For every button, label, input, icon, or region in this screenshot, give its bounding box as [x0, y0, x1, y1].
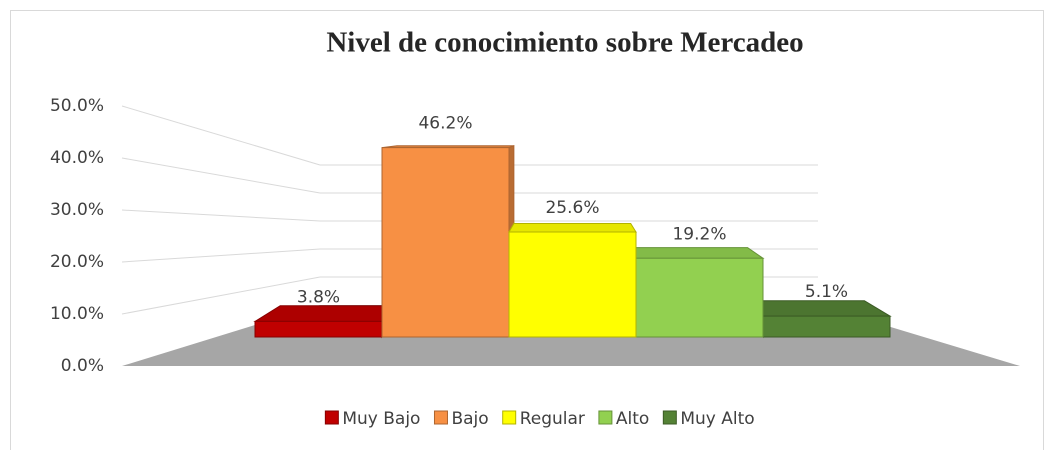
bar [381, 145, 515, 338]
chart-title: Nivel de conocimiento sobre Mercadeo [326, 27, 803, 59]
bar-face [629, 247, 765, 259]
bar [629, 247, 765, 338]
bar-face [635, 257, 764, 338]
bar-face [746, 300, 892, 317]
grid-line [121, 276, 321, 315]
y-tick-label: 40.0% [50, 148, 104, 168]
data-label: 5.1% [805, 282, 848, 302]
y-tick-label: 0.0% [61, 356, 104, 376]
grid-line [121, 209, 321, 222]
bar-face [253, 305, 399, 322]
bar [746, 299, 892, 339]
bar [508, 221, 637, 338]
data-label: 25.6% [545, 198, 599, 218]
data-label: 46.2% [418, 114, 472, 134]
bar [253, 304, 399, 339]
bar-face [508, 222, 637, 233]
legend-label: Regular [520, 409, 585, 429]
y-tick-label: 10.0% [50, 304, 104, 324]
bar-face [762, 315, 891, 338]
legend-swatch [662, 410, 677, 425]
legend-label: Muy Bajo [342, 409, 420, 429]
legend-swatch [324, 410, 339, 425]
legend-label: Muy Alto [680, 409, 754, 429]
y-tick-label: 20.0% [50, 252, 104, 272]
data-label: 19.2% [672, 224, 726, 244]
grid-line [121, 248, 321, 263]
bar-face [381, 147, 510, 338]
bar-face [254, 320, 383, 338]
y-tick-label: 50.0% [50, 96, 104, 116]
bar-face [508, 231, 637, 338]
data-label: 3.8% [297, 287, 340, 307]
legend-swatch [502, 410, 517, 425]
legend-label: Alto [616, 409, 649, 429]
legend-label: Bajo [451, 409, 488, 429]
grid-line [121, 105, 321, 166]
legend-swatch [598, 410, 613, 425]
grid-line [121, 157, 321, 194]
y-tick-label: 30.0% [50, 200, 104, 220]
legend-swatch [433, 410, 448, 425]
